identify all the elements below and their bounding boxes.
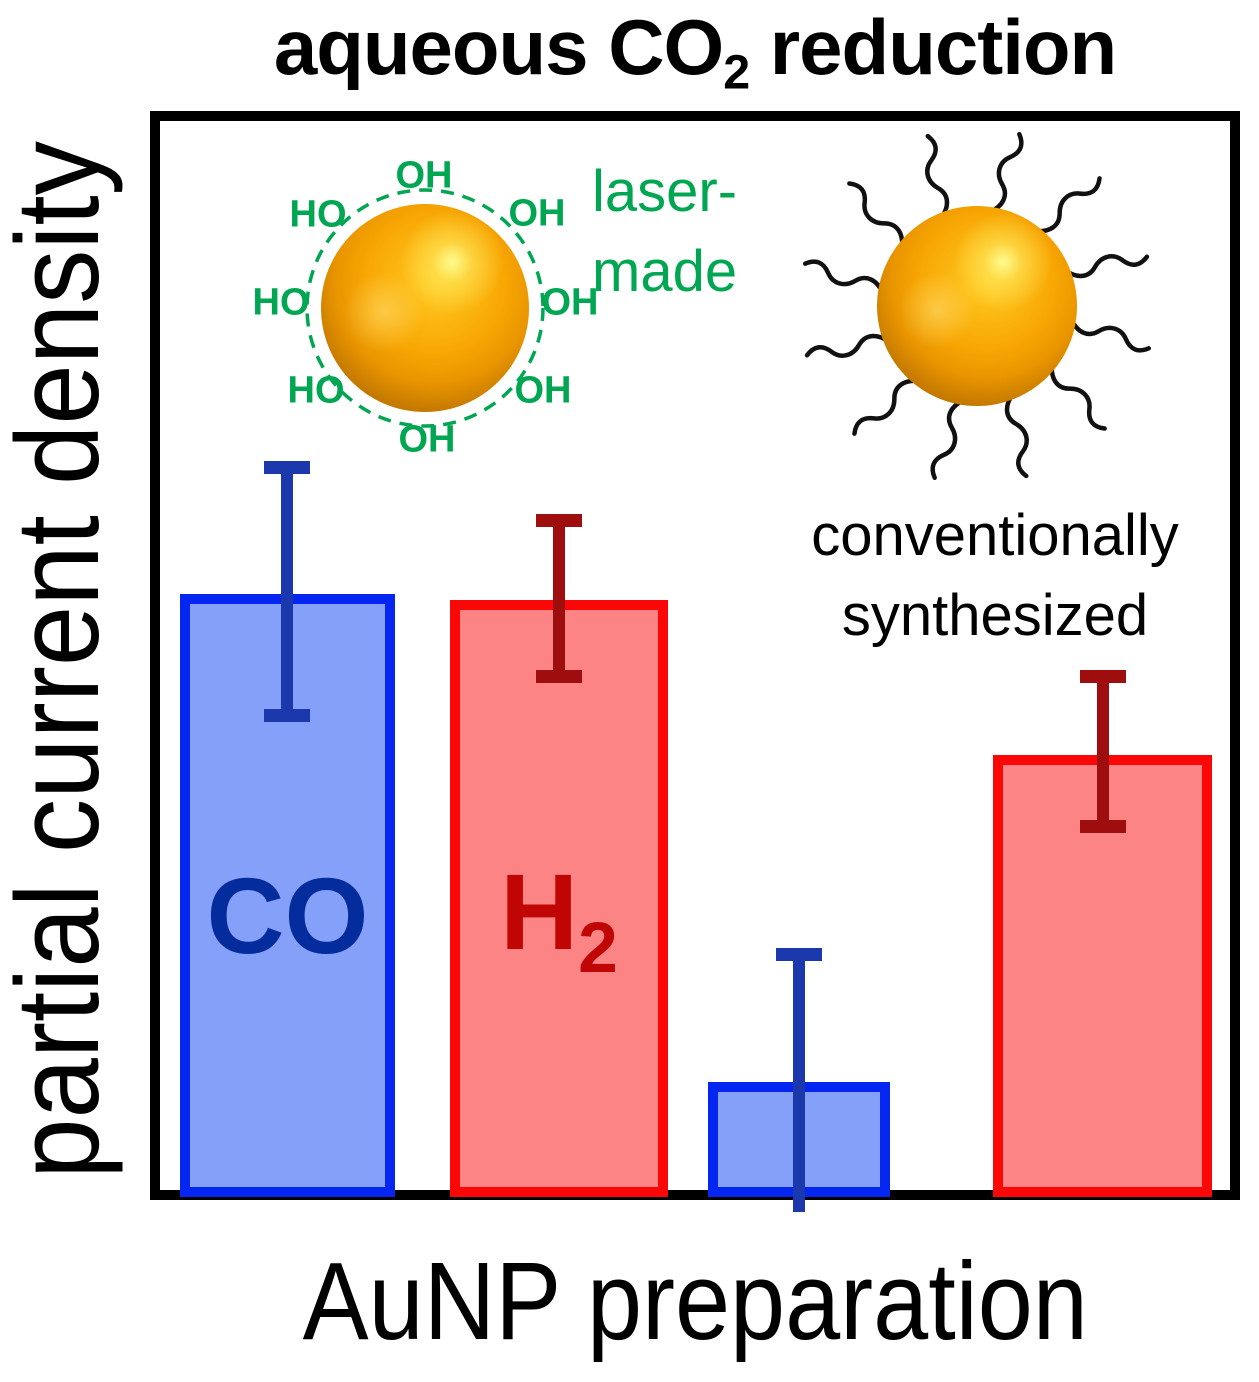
laser-made-label-line1: laser-	[592, 159, 738, 224]
chart-title-pre: aqueous CO	[273, 3, 724, 91]
hydroxyl-label: OH	[514, 369, 572, 412]
error-bar-cap-bottom	[1080, 820, 1126, 833]
chart-title: aqueous CO2 reduction	[150, 2, 1240, 101]
hydroxyl-label: HO	[252, 281, 310, 324]
chart-title-subscript: 2	[723, 45, 750, 100]
error-bar-whisker	[1097, 670, 1109, 833]
conventional-label-line1: conventionally	[811, 503, 1179, 568]
error-bar-cap-top	[264, 461, 310, 474]
bar-label-co: CO	[206, 855, 369, 976]
hydroxyl-label: HO	[289, 193, 347, 236]
error-bar-whisker	[281, 461, 293, 722]
bar-label-h2: H2	[500, 849, 618, 989]
error-bar-cap-top	[1080, 670, 1126, 683]
conventional-label-line2: synthesized	[841, 583, 1149, 648]
laser-made-label-line2: made	[592, 239, 738, 304]
hydroxyl-shell-ring-icon	[305, 188, 545, 428]
x-axis-label-text: AuNP preparation	[302, 1240, 1088, 1363]
error-bar-cap-bottom	[264, 709, 310, 722]
hydroxyl-label: HO	[287, 369, 345, 412]
hydroxyl-label: OH	[508, 192, 566, 235]
hydroxyl-label: OH	[395, 154, 453, 197]
error-bar-cap-bottom	[536, 670, 582, 683]
bar-h2-laser: H2	[450, 600, 668, 1197]
hydroxyl-label: OH	[541, 281, 599, 324]
gold-nanoparticle-conventional-icon	[877, 206, 1077, 406]
error-bar-cap-top	[536, 514, 582, 527]
error-bar-cap-top	[776, 948, 822, 961]
bar-label-h2-subscript: 2	[578, 907, 618, 988]
error-bar-whisker	[553, 514, 565, 683]
chart-title-post: reduction	[749, 3, 1117, 91]
conventionally-synthesized-label: conventionally synthesized	[775, 496, 1215, 656]
bar-label-h2-pre: H	[500, 850, 579, 972]
hydroxyl-label: OH	[398, 418, 456, 461]
x-axis-label: AuNP preparation	[150, 1238, 1240, 1365]
gold-nanoparticle-laser-icon	[321, 204, 529, 412]
y-axis-label: partial current density	[0, 141, 124, 1179]
laser-made-label: laser- made	[592, 152, 737, 312]
error-bar-whisker	[793, 948, 805, 1212]
